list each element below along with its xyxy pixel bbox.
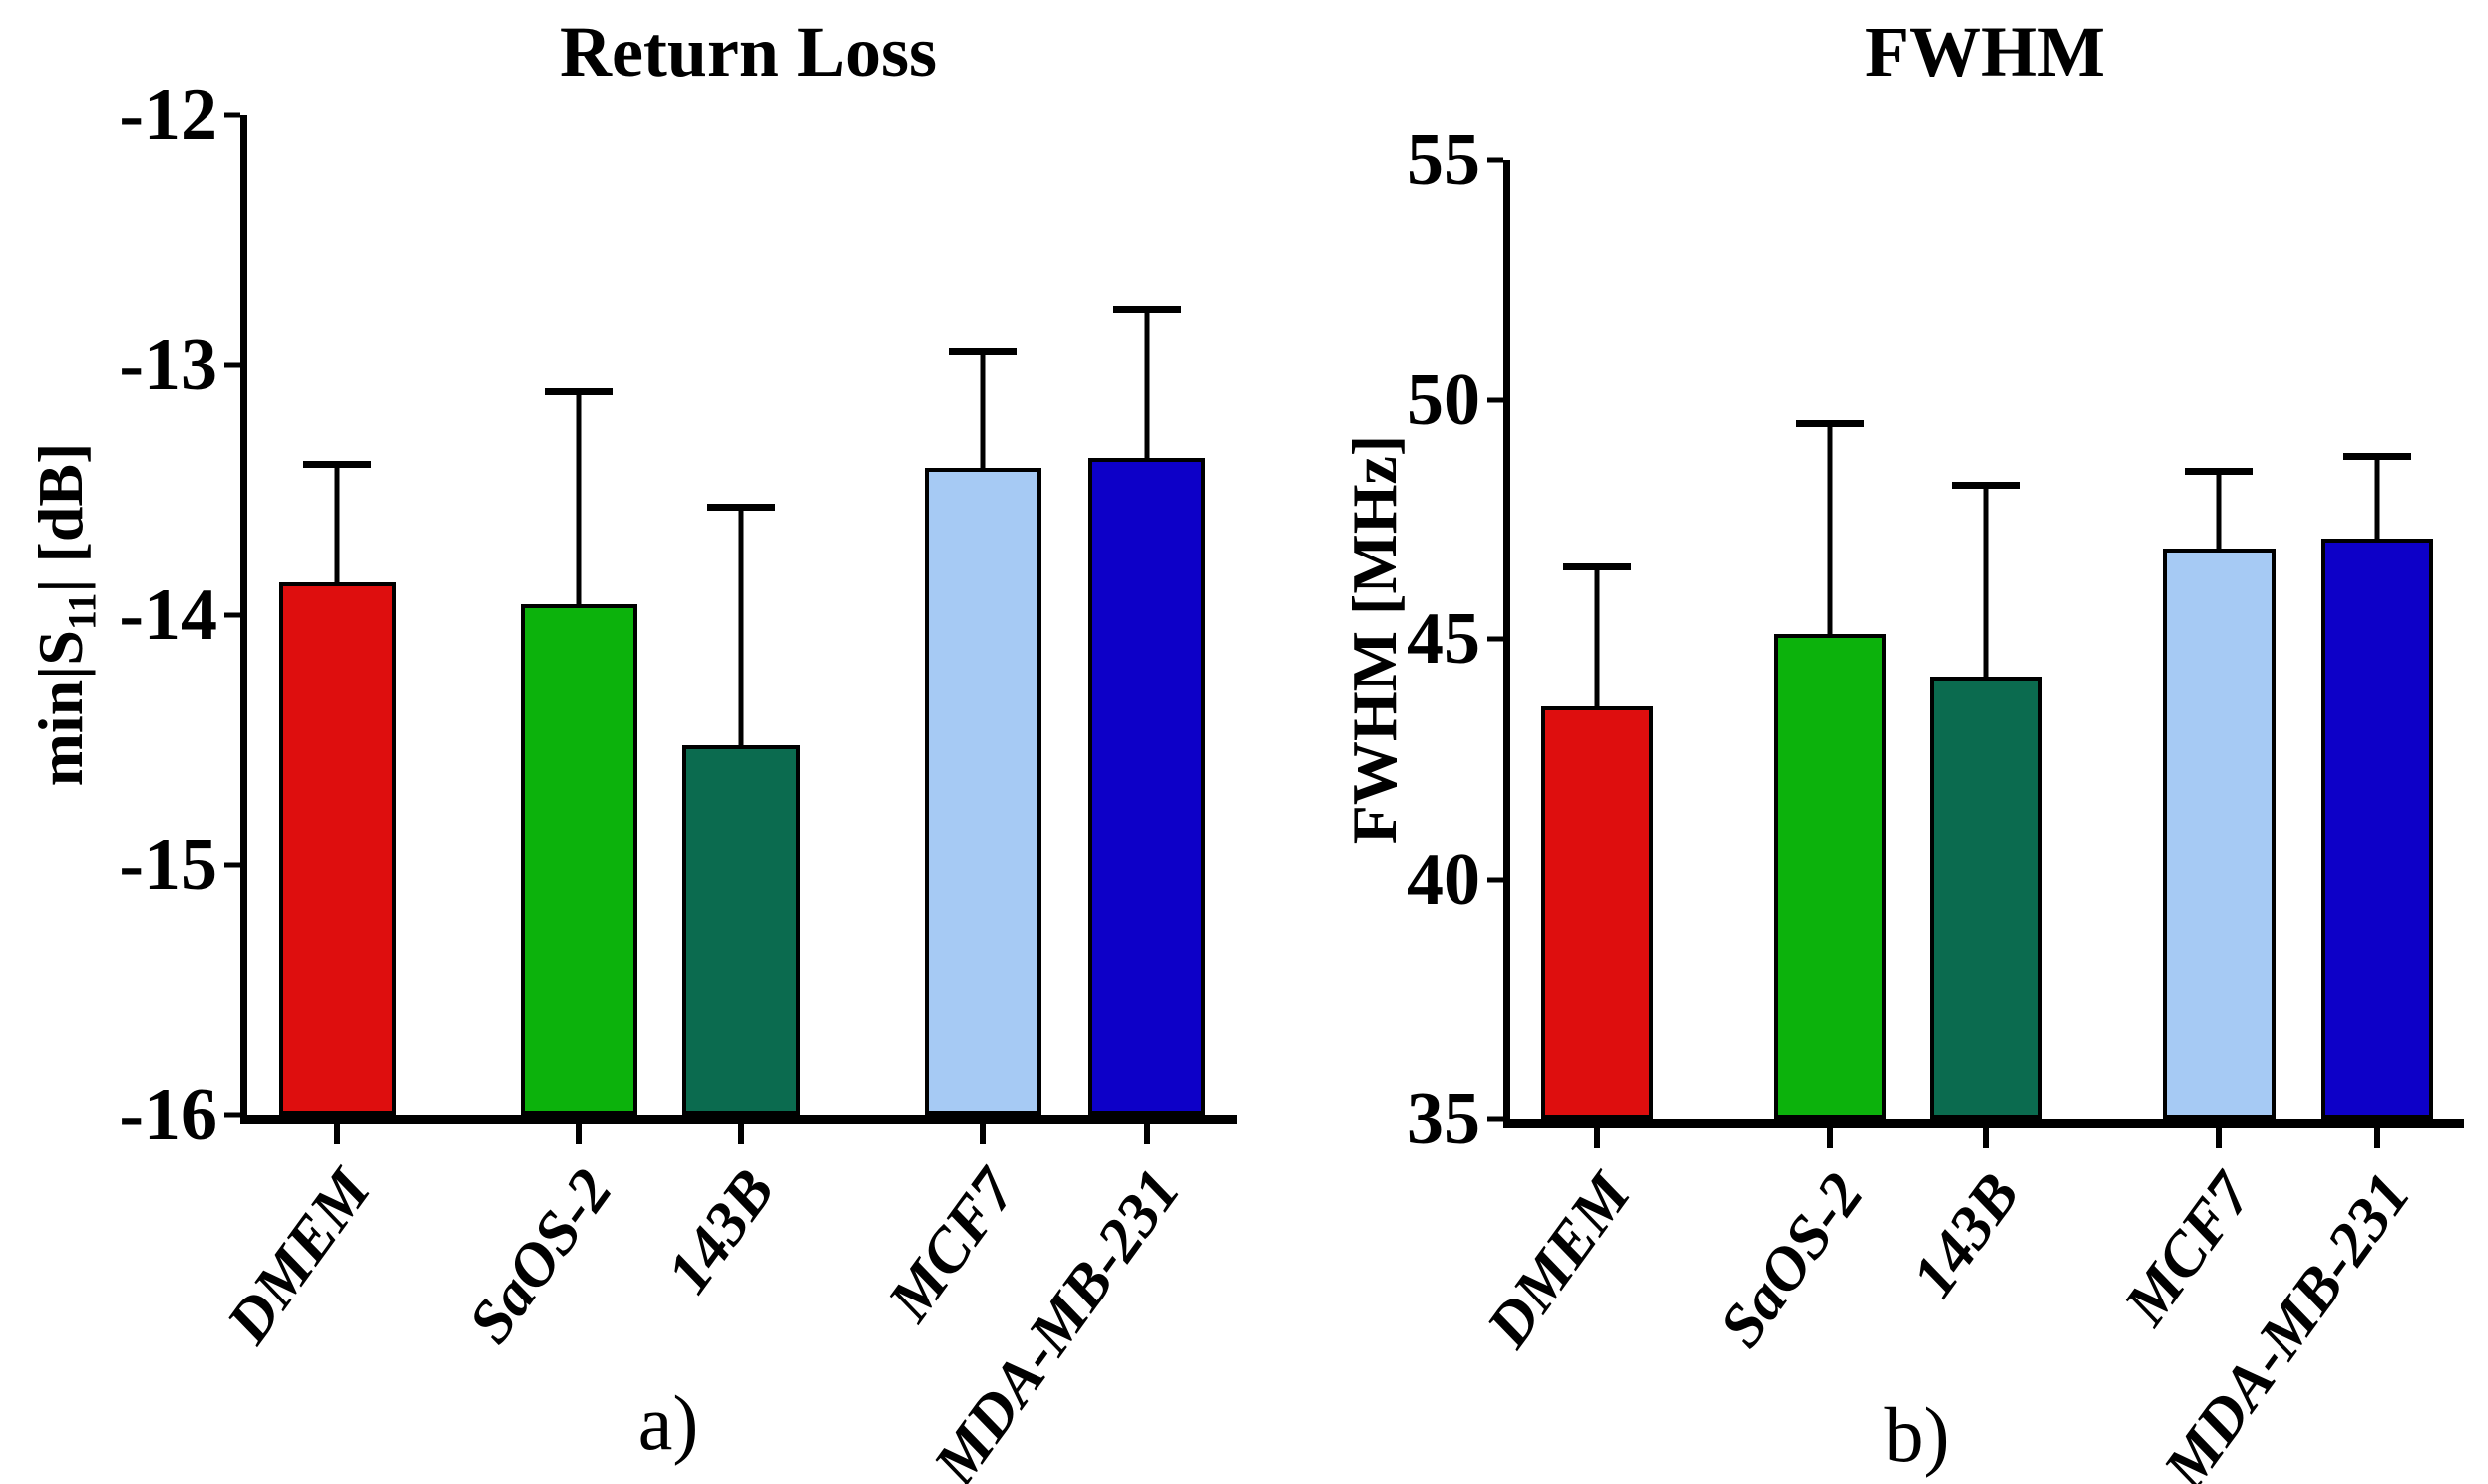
y-axis-tick-label: -13 (119, 323, 217, 406)
y-axis-label-text: FWHM [MHz] (1339, 434, 1410, 845)
y-axis-label-fwhm: FWHM [MHz] (1339, 435, 1410, 845)
error-bar-cap (1952, 482, 2021, 490)
error-bar-stem (1144, 309, 1150, 458)
x-axis-tick (576, 1124, 583, 1144)
bar-MDA-MB-231 (2320, 539, 2434, 1119)
error-bar-stem (576, 392, 582, 605)
x-axis-tick (1593, 1128, 1600, 1148)
y-axis-line (1503, 160, 1510, 1128)
error-bar-stem (2374, 457, 2380, 539)
x-axis-tick (1983, 1128, 1990, 1148)
y-axis-tick (224, 862, 240, 868)
y-axis-tick-label: 45 (1407, 598, 1480, 680)
y-axis-label-subscript: 11 (60, 592, 105, 631)
y-axis-line (240, 115, 247, 1124)
plot-area-return-loss: -12 -13 -14 -15 -16 DMEM SaOS-2 143B MCF7 MDA-MB-… (119, 78, 1237, 1484)
error-bar-stem (1594, 566, 1600, 707)
y-axis-tick-label: -15 (119, 824, 217, 907)
bar-SaOS-2 (1773, 634, 1886, 1119)
category-label: SaOS-2 (1706, 1161, 1876, 1360)
plot-area-fwhm: 55 50 45 40 35 DMEM SaOS-2 143B MCF7 MDA-MB-231 (1407, 123, 2464, 1484)
error-bar-stem (980, 352, 986, 468)
error-bar-cap (303, 461, 372, 469)
error-bar-cap (1796, 419, 1865, 427)
bar-MDA-MB-231 (1088, 457, 1206, 1115)
bar-DMEM (1540, 706, 1654, 1119)
error-bar-stem (738, 507, 744, 745)
y-axis-tick-label: -16 (119, 1074, 217, 1156)
chart-title-return-loss: Return Loss (559, 12, 938, 92)
x-axis-line (1503, 1119, 2464, 1128)
error-bar-cap (949, 348, 1018, 356)
error-bar-cap (1562, 562, 1631, 570)
bar-143B (682, 744, 800, 1115)
y-axis-tick-label: 50 (1407, 358, 1480, 441)
error-bar-cap (545, 388, 614, 396)
category-label: SaOS-2 (455, 1157, 625, 1356)
bar-143B (1929, 677, 2043, 1119)
y-axis-label-suffix: | [dB] (24, 442, 96, 593)
x-axis-tick (1143, 1124, 1150, 1144)
y-axis-tick-label: 35 (1407, 1078, 1480, 1160)
y-axis-tick (1487, 1116, 1503, 1122)
x-axis-tick (2374, 1128, 2380, 1148)
y-axis-tick-label: -12 (119, 74, 217, 156)
bar-MCF7 (924, 467, 1041, 1115)
x-axis-tick (334, 1124, 341, 1144)
subfigure-caption-b: b) (1884, 1391, 1950, 1478)
subfigure-caption-a: a) (637, 1379, 699, 1466)
category-label: MCF7 (875, 1157, 1030, 1333)
x-axis-tick (738, 1124, 744, 1144)
y-axis-tick (1487, 157, 1503, 163)
category-label: DMEM (1473, 1161, 1644, 1360)
x-axis-tick (980, 1124, 987, 1144)
y-axis-label-prefix: min|S (24, 630, 96, 787)
y-axis-tick (224, 1112, 240, 1118)
y-axis-tick-label: -14 (119, 573, 217, 656)
error-bar-cap (2185, 467, 2254, 475)
error-bar-stem (1827, 423, 1833, 635)
error-bar-stem (2216, 471, 2222, 549)
y-axis-label-return-loss: min|S11| [dB] (25, 443, 105, 787)
y-axis-tick (224, 362, 240, 368)
chart-title-fwhm: FWHM (1866, 12, 2105, 92)
category-label: 143B (653, 1157, 788, 1305)
category-label: MCF7 (2111, 1161, 2266, 1337)
bar-SaOS-2 (520, 604, 637, 1115)
category-label: 143B (1898, 1161, 2033, 1309)
y-axis-tick (1487, 397, 1503, 402)
error-bar-cap (1112, 305, 1181, 313)
y-axis-tick-label: 55 (1407, 119, 1480, 200)
error-bar-stem (334, 465, 340, 582)
y-axis-tick (1487, 877, 1503, 882)
y-axis-tick (224, 612, 240, 617)
category-label: DMEM (213, 1157, 384, 1356)
y-axis-tick-label: 40 (1407, 838, 1480, 921)
x-axis-line (240, 1115, 1237, 1124)
bar-MCF7 (2162, 548, 2276, 1119)
error-bar-stem (1983, 486, 1989, 678)
y-axis-tick (224, 112, 240, 118)
error-bar-cap (707, 503, 775, 511)
x-axis-tick (2216, 1128, 2223, 1148)
bar-DMEM (278, 581, 396, 1115)
x-axis-tick (1827, 1128, 1834, 1148)
error-bar-cap (2343, 453, 2411, 461)
y-axis-tick (1487, 636, 1503, 642)
